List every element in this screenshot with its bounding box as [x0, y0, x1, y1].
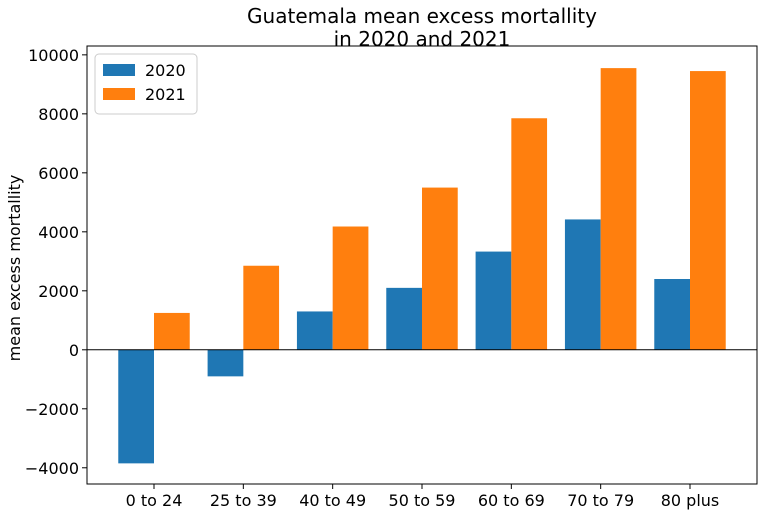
y-tick-label: −4000	[25, 459, 79, 478]
bar-2021-40-to-49	[332, 226, 369, 350]
y-tick-label: 2000	[38, 282, 79, 301]
bars-layer	[118, 68, 726, 464]
bar-2021-0-to-24	[154, 312, 190, 350]
x-tick-label: 60 to 69	[478, 491, 545, 510]
legend-swatch-2021	[103, 88, 135, 100]
chart-title-line-2: in 2020 and 2021	[334, 27, 511, 51]
chart-title-line-1: Guatemala mean excess mortallity	[247, 4, 597, 28]
legend-label-2020: 2020	[145, 61, 186, 80]
bar-2021-80-plus	[690, 71, 726, 350]
bar-2021-25-to-39	[243, 265, 280, 350]
y-tick-label: 6000	[38, 164, 79, 183]
x-tick-label: 40 to 49	[299, 491, 366, 510]
x-tick-label: 25 to 39	[210, 491, 277, 510]
y-tick-label: 8000	[38, 105, 79, 124]
y-axis-title: mean excess mortallity	[5, 175, 24, 362]
bar-2020-60-to-69	[475, 251, 512, 350]
y-tick-label: 10000	[28, 46, 79, 65]
bar-2021-50-to-59	[422, 187, 458, 350]
y-tick-label: 0	[69, 341, 79, 360]
bar-2020-25-to-39	[207, 349, 244, 377]
x-tick-label: 0 to 24	[126, 491, 183, 510]
legend-label-2021: 2021	[145, 85, 186, 104]
x-tick-label: 80 plus	[661, 491, 720, 510]
bar-2020-0-to-24	[118, 349, 154, 464]
legend-swatch-2020	[103, 64, 135, 76]
axes-layer: −4000 −2000 0 2000 4000 6000 8000 10000 0 to 24 2…	[25, 45, 758, 510]
x-tick-label: 70 to 79	[567, 491, 634, 510]
y-tick-label: 4000	[38, 223, 79, 242]
bar-2020-50-to-59	[386, 287, 422, 350]
bar-2021-60-to-69	[511, 118, 548, 350]
bar-2021-70-to-79	[600, 68, 637, 350]
y-tick-label: −2000	[25, 400, 79, 419]
bar-2020-80-plus	[654, 279, 690, 350]
bar-2020-70-to-79	[564, 219, 601, 350]
bar-2020-40-to-49	[296, 311, 333, 350]
legend: 2020 2021	[94, 53, 198, 115]
x-tick-label: 50 to 59	[389, 491, 456, 510]
